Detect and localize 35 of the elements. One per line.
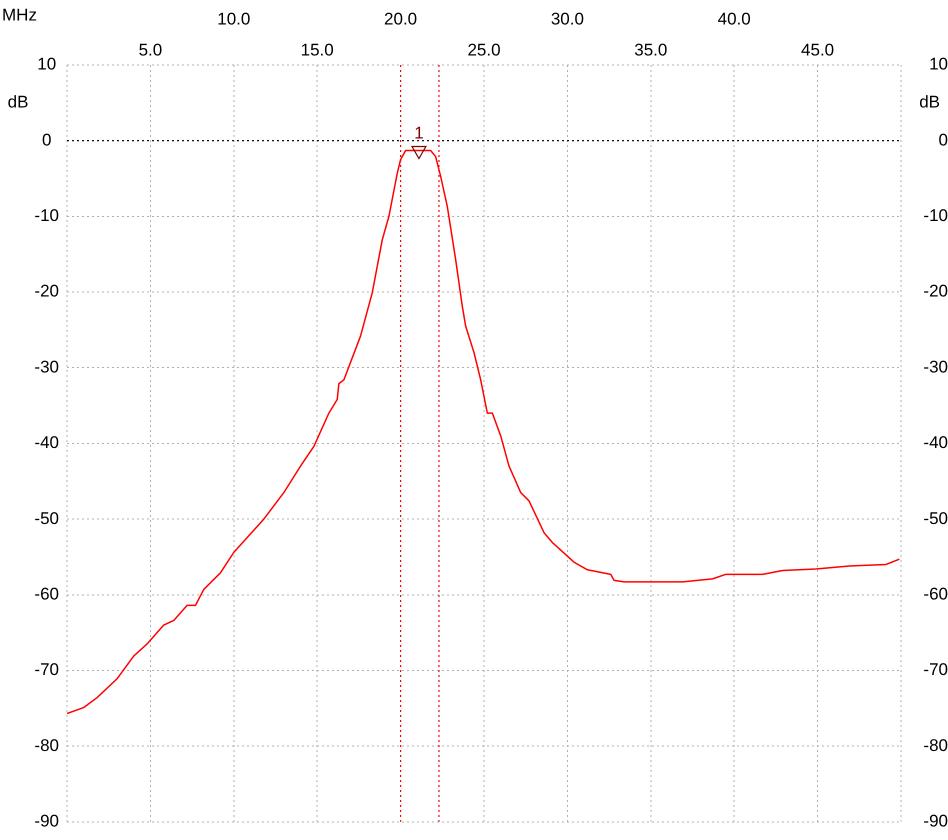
y2-tick-label: -70 <box>923 660 948 680</box>
y-tick-label: -30 <box>34 357 60 376</box>
y2-tick-label: -90 <box>923 811 948 830</box>
y-tick-label: -80 <box>34 736 60 755</box>
y2-tick-label: 10 <box>929 54 948 74</box>
x-tick-label: 25.0 <box>467 40 501 60</box>
y-tick-label: -60 <box>34 584 60 604</box>
series-label: 1 <box>414 124 424 143</box>
x-tick-label: 35.0 <box>634 40 668 60</box>
y-tick-label: -70 <box>34 660 60 680</box>
y2-tick-label: -60 <box>923 584 948 604</box>
y2-tick-label: 0 <box>938 130 948 150</box>
y-axis-title: dB <box>8 92 28 112</box>
y-tick-label: -20 <box>34 282 60 301</box>
y-tick-label: 0 <box>42 130 52 150</box>
x2-tick-label: 10.0 <box>217 9 250 28</box>
x-tick-label: 45.0 <box>801 40 834 60</box>
x-tick-label: 15.0 <box>300 40 334 60</box>
y-tick-label: -90 <box>34 811 60 830</box>
y2-axis-title: dB <box>919 92 940 112</box>
y2-tick-label: -20 <box>923 282 948 301</box>
y-tick-label: -50 <box>34 508 60 528</box>
y-tick-label: -10 <box>34 206 60 226</box>
y-tick-label: 10 <box>37 54 56 74</box>
y2-tick-label: -40 <box>923 433 948 452</box>
y2-tick-label: -30 <box>923 357 948 376</box>
x-axis-title: MHz <box>2 6 37 25</box>
x2-tick-label: 30.0 <box>550 9 584 28</box>
x2-tick-label: 40.0 <box>718 9 751 28</box>
x2-tick-label: 20.0 <box>384 9 418 28</box>
x-tick-label: 5.0 <box>138 40 162 60</box>
y2-tick-label: -80 <box>923 736 948 755</box>
y2-tick-label: -10 <box>923 206 948 226</box>
y-tick-label: -40 <box>34 433 60 452</box>
y2-tick-label: -50 <box>923 508 948 528</box>
